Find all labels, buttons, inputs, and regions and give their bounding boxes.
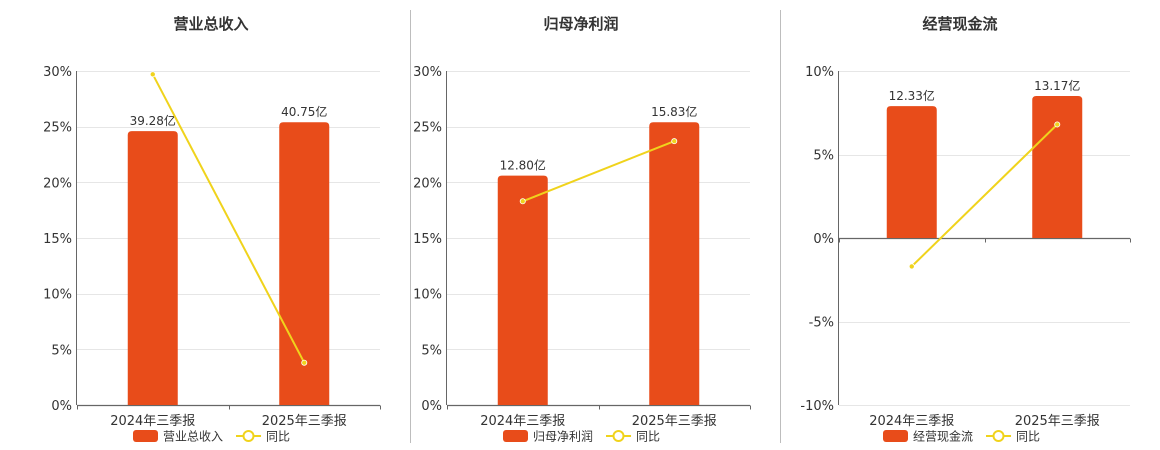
x-category-label-3-1: 2024年三季报: [869, 414, 954, 429]
yoy-point-1-1: [149, 71, 156, 78]
legend-bar-label-2: 归母净利润: [533, 430, 593, 444]
legend-bar-swatch-3: [883, 430, 908, 442]
x-category-label-1-1: 2024年三季报: [110, 414, 195, 429]
legend-line-marker-3: [992, 430, 1005, 442]
bar-3-2: [1032, 96, 1083, 238]
legend-line-label-1: 同比: [266, 430, 290, 444]
yoy-point-1-2: [301, 359, 308, 366]
bar-1-2: [279, 122, 330, 406]
chart-title-2: 归母净利润: [543, 15, 618, 33]
legend-line-marker-1: [242, 430, 255, 442]
legend-line-label-2: 同比: [636, 430, 660, 444]
bar-data-label-2-2: 15.83亿: [651, 104, 697, 119]
y-tick-label-2: 25%: [413, 121, 442, 136]
bar-data-label-2-1: 12.80亿: [500, 158, 546, 173]
yoy-line-1: [151, 73, 306, 364]
y-tick-label-3: 10%: [805, 65, 834, 80]
y-tick-label-3: -10%: [800, 399, 834, 414]
bar-1-1: [127, 131, 178, 405]
y-tick-label-1: 25%: [43, 121, 72, 136]
bar-data-label-1-1: 39.28亿: [130, 113, 176, 128]
y-tick-label-2: 5%: [421, 343, 442, 358]
bar-data-label-1-2: 40.75亿: [281, 104, 327, 119]
y-tick-label-1: 20%: [43, 176, 72, 191]
bar-3-1: [886, 106, 937, 238]
x-category-label-1-2: 2025年三季报: [262, 414, 347, 429]
legend-bar-label-1: 营业总收入: [163, 430, 223, 444]
y-tick-label-3: 5%: [813, 149, 834, 164]
chart-title-3: 经营现金流: [922, 15, 997, 33]
legend-bar-label-3: 经营现金流: [913, 429, 973, 444]
yoy-point-3-1: [908, 263, 915, 270]
y-tick-label-1: 30%: [43, 65, 72, 80]
legend-bar-swatch-1: [133, 430, 158, 442]
bar-data-label-3-1: 12.33亿: [889, 88, 935, 103]
y-tick-label-2: 10%: [413, 288, 442, 303]
y-tick-label-1: 10%: [43, 288, 72, 303]
chart-title-1: 营业总收入: [173, 15, 248, 33]
y-tick-label-1: 5%: [51, 343, 72, 358]
x-category-label-2-2: 2025年三季报: [632, 414, 717, 429]
bar-data-label-3-2: 13.17亿: [1034, 78, 1080, 93]
legend-line-label-3: 同比: [1016, 430, 1040, 444]
yoy-point-2-2: [671, 138, 678, 145]
y-tick-label-1: 15%: [43, 232, 72, 247]
y-tick-label-2: 15%: [413, 232, 442, 247]
legend-bar-swatch-2: [503, 430, 528, 442]
bar-2-2: [649, 122, 700, 406]
yoy-point-2-1: [519, 198, 526, 205]
y-tick-label-2: 0%: [421, 399, 442, 414]
y-tick-label-2: 30%: [413, 65, 442, 80]
yoy-line-2: [522, 140, 675, 203]
legend-line-marker-2: [612, 430, 625, 442]
y-tick-label-1: 0%: [51, 399, 72, 414]
y-tick-label-3: -5%: [809, 316, 834, 331]
y-tick-label-2: 20%: [413, 176, 442, 191]
bar-2-1: [497, 175, 548, 405]
y-tick-label-3: 0%: [813, 232, 834, 247]
x-category-label-3-2: 2025年三季报: [1015, 414, 1100, 429]
x-category-label-2-1: 2024年三季报: [480, 414, 565, 429]
yoy-line-3: [911, 123, 1058, 268]
yoy-point-3-2: [1054, 121, 1061, 128]
